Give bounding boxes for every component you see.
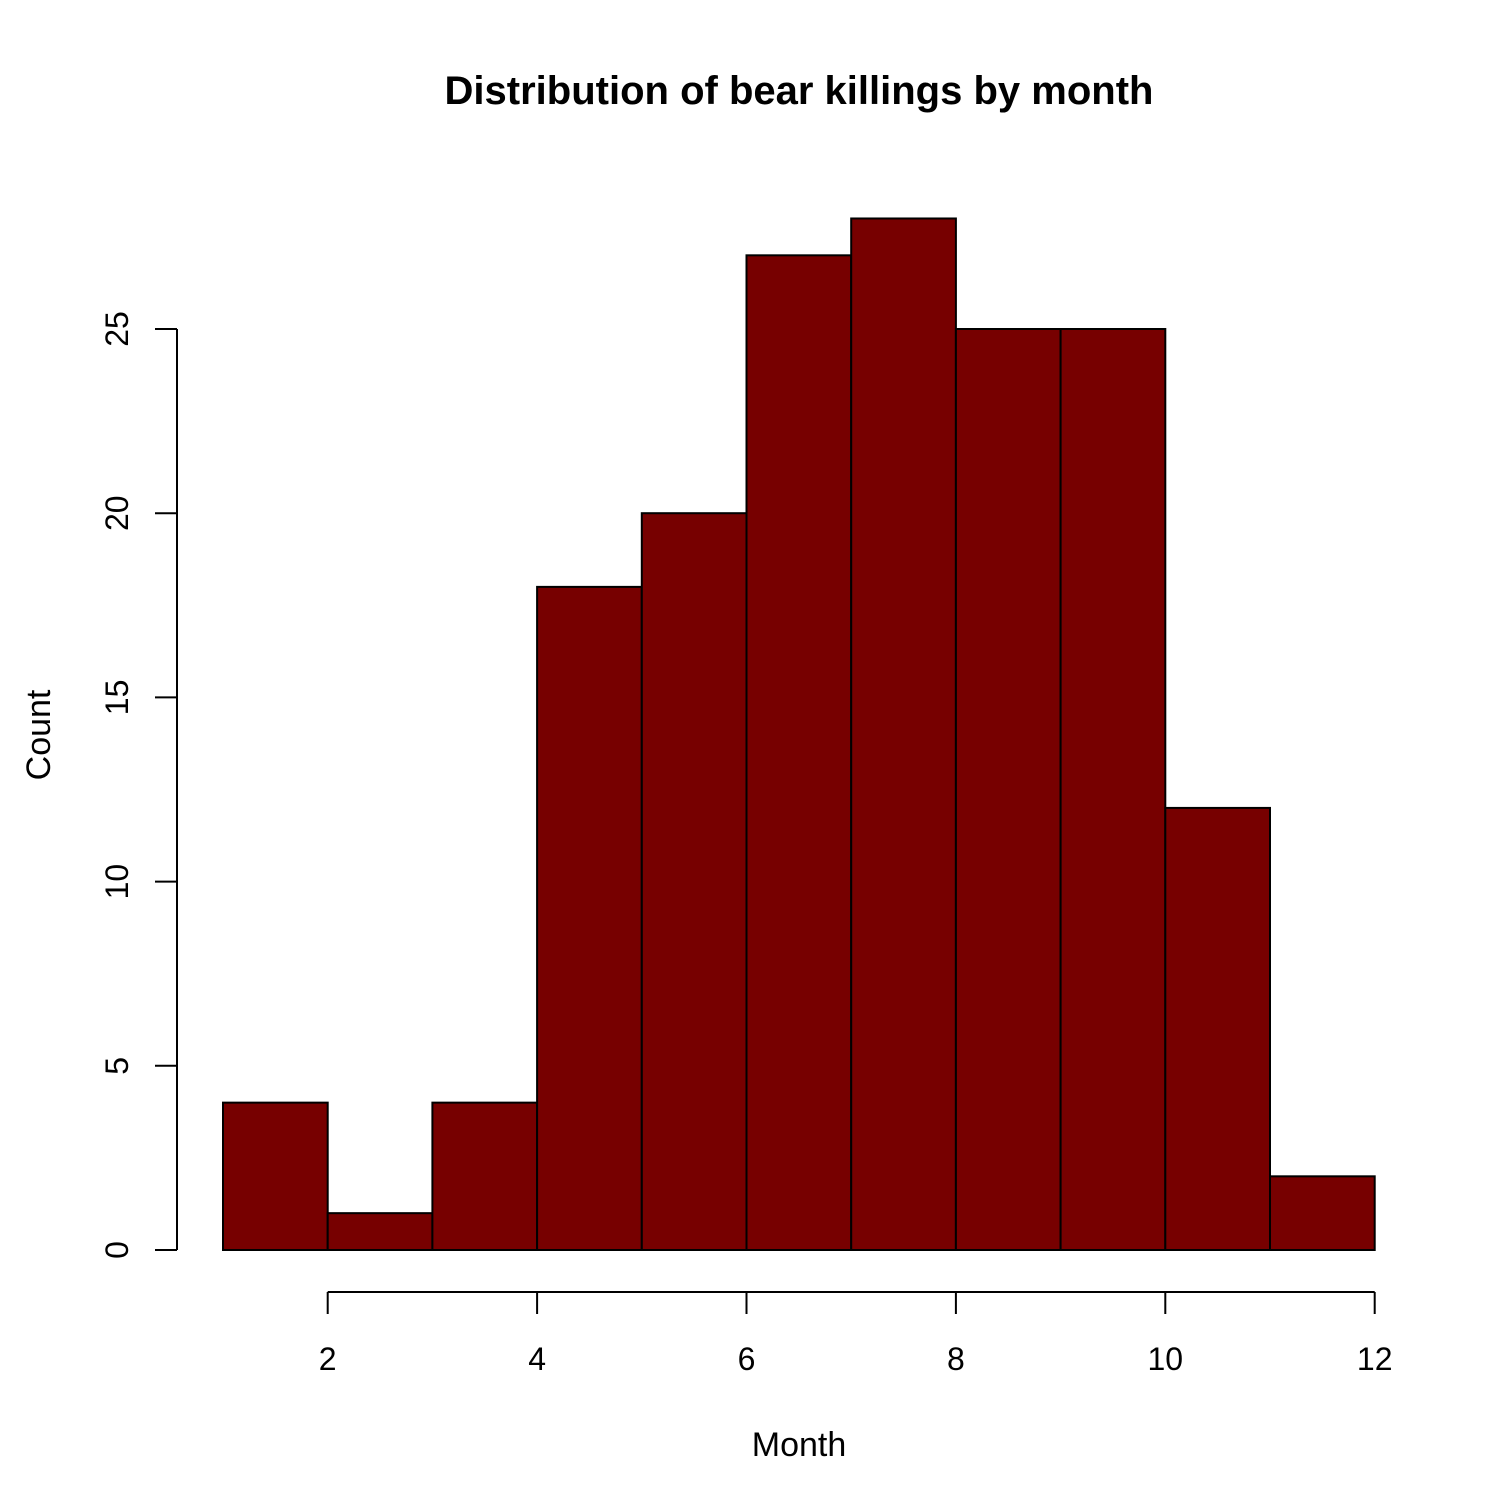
x-tick-label: 8 xyxy=(947,1341,965,1377)
histogram-bar xyxy=(431,1101,539,1252)
histogram-bar xyxy=(1059,328,1167,1251)
y-tick-label: 5 xyxy=(99,1057,135,1075)
y-tick-label: 25 xyxy=(99,311,135,347)
y-tick-label: 10 xyxy=(99,864,135,900)
histogram-bar xyxy=(850,217,957,1252)
y-tick-label: 20 xyxy=(99,495,135,531)
histogram-bar xyxy=(222,1101,329,1252)
x-tick-label: 6 xyxy=(738,1341,756,1377)
histogram-bar xyxy=(640,512,748,1251)
bars-group xyxy=(222,217,1376,1252)
histogram-bar xyxy=(1269,1175,1376,1251)
y-tick-label: 15 xyxy=(99,680,135,716)
histogram-bar xyxy=(326,1212,434,1252)
x-tick-label: 12 xyxy=(1357,1341,1393,1377)
histogram-bar xyxy=(536,585,643,1251)
histogram-bar xyxy=(1164,806,1272,1251)
x-tick-label: 10 xyxy=(1148,1341,1184,1377)
histogram-bar xyxy=(745,254,853,1251)
histogram-bar xyxy=(954,328,1062,1251)
y-axis-label: Count xyxy=(20,689,58,780)
x-tick-label: 4 xyxy=(528,1341,546,1377)
chart-title: Distribution of bear killings by month xyxy=(445,69,1154,113)
y-axis: 0 5 10 15 20 25 xyxy=(99,311,178,1259)
y-tick-label: 0 xyxy=(99,1241,135,1259)
x-axis-label: Month xyxy=(752,1426,847,1464)
x-axis: 2 4 6 8 10 12 xyxy=(319,1291,1393,1377)
x-tick-label: 2 xyxy=(319,1341,337,1377)
